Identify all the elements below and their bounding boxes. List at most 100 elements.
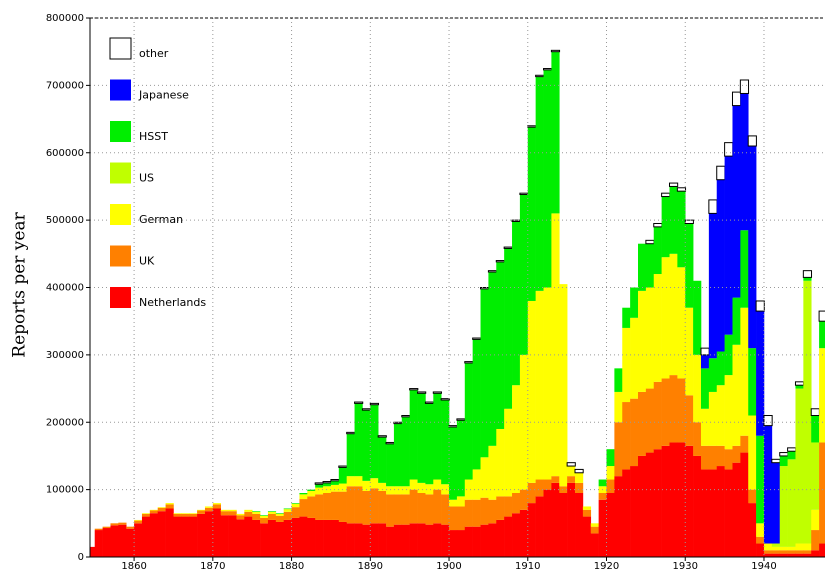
bar-segment <box>362 480 371 491</box>
y-tick-label: 800000 <box>46 13 84 24</box>
bar-segment <box>220 511 229 516</box>
bar-segment <box>449 499 458 507</box>
bar-segment <box>504 496 513 517</box>
bar-segment <box>779 553 788 557</box>
bar-segment <box>669 253 678 376</box>
bar-segment <box>425 403 434 485</box>
bar-segment <box>370 523 379 557</box>
bar-segment <box>338 467 347 484</box>
y-tick-label: 300000 <box>46 350 84 361</box>
bar-segment <box>496 261 505 429</box>
bar-segment <box>504 408 513 497</box>
bar-segment <box>472 339 481 470</box>
bar-segment <box>668 182 679 187</box>
bar-segment <box>794 381 805 386</box>
bar-segment <box>763 550 773 554</box>
bar-segment <box>763 425 773 544</box>
legend-swatch <box>109 37 132 60</box>
y-tick-label: 400000 <box>46 283 84 294</box>
bar-segment <box>550 49 561 53</box>
bar-segment <box>228 509 237 512</box>
bar-segment <box>512 513 521 557</box>
bar-segment <box>354 476 363 487</box>
bar-segment <box>401 486 410 495</box>
bar-segment <box>574 468 584 474</box>
bar-segment <box>267 511 277 514</box>
bar-segment <box>118 524 127 557</box>
bar-segment <box>488 272 497 446</box>
bar-segment <box>370 404 379 479</box>
y-axis-label: Reports per year <box>10 211 30 357</box>
bar-segment <box>149 510 159 514</box>
bar-segment <box>575 472 584 483</box>
bar-segment <box>512 385 521 493</box>
bar-segment <box>275 515 284 522</box>
bar-segment <box>763 543 773 551</box>
bar-segment <box>204 507 214 512</box>
bar-segment <box>141 516 151 557</box>
bar-segment <box>338 483 347 492</box>
bar-segment <box>622 307 631 328</box>
bar-segment <box>685 307 694 396</box>
bar-segment <box>283 508 292 510</box>
bar-segment <box>795 385 804 389</box>
bar-segment <box>236 519 245 557</box>
bar-segment <box>361 408 372 411</box>
bar-segment <box>322 481 332 484</box>
bar-segment <box>693 455 702 557</box>
bar-segment <box>149 509 159 511</box>
bar-segment <box>464 526 473 557</box>
bar-segment <box>669 375 678 443</box>
bar-segment <box>181 513 190 514</box>
bar-segment <box>756 311 765 436</box>
bar-segment <box>433 489 442 524</box>
bar-segment <box>346 476 355 487</box>
bar-segment <box>771 550 781 554</box>
bar-segment <box>598 479 607 487</box>
bar-segment <box>441 494 450 525</box>
bar-segment <box>283 509 292 512</box>
bar-segment <box>488 445 497 500</box>
bar-segment <box>275 513 284 516</box>
bar-segment <box>693 354 702 423</box>
bar-segment <box>716 385 725 446</box>
bar-segment <box>315 494 324 520</box>
bar-segment <box>354 403 363 477</box>
bar-segment <box>677 267 686 379</box>
bar-segment <box>638 391 647 456</box>
bar-segment <box>669 186 678 254</box>
bar-segment <box>370 488 379 524</box>
bar-segment <box>409 389 418 480</box>
bar-segment <box>748 146 757 349</box>
bar-segment <box>393 524 403 557</box>
bar-segment <box>685 395 694 446</box>
bar-segment <box>724 375 733 450</box>
bar-segment <box>448 425 458 428</box>
bar-segment <box>252 513 261 520</box>
bar-segment <box>685 223 694 308</box>
bar-segment <box>724 334 733 376</box>
bar-segment <box>173 513 182 514</box>
y-tick-label: 0 <box>78 552 84 563</box>
x-tick-label: 1920 <box>594 561 619 572</box>
bar-segment <box>110 523 119 526</box>
bar-segment <box>456 496 466 507</box>
bar-segment <box>260 517 269 524</box>
bar-segment <box>252 511 261 514</box>
bar-segment <box>323 492 332 520</box>
bar-segment <box>472 499 481 527</box>
bar-segment <box>779 452 789 457</box>
bar-segment <box>622 327 631 403</box>
bar-segment <box>220 515 229 557</box>
bar-segment <box>661 445 670 557</box>
bar-segment <box>378 490 387 524</box>
bar-segment <box>449 506 458 531</box>
bar-segment <box>197 510 206 514</box>
bar-segment <box>630 287 639 318</box>
bar-segment <box>173 513 182 517</box>
bar-segment <box>157 507 166 512</box>
bar-segment <box>409 479 418 490</box>
bar-segment <box>685 445 694 557</box>
bar-segment <box>527 127 536 301</box>
